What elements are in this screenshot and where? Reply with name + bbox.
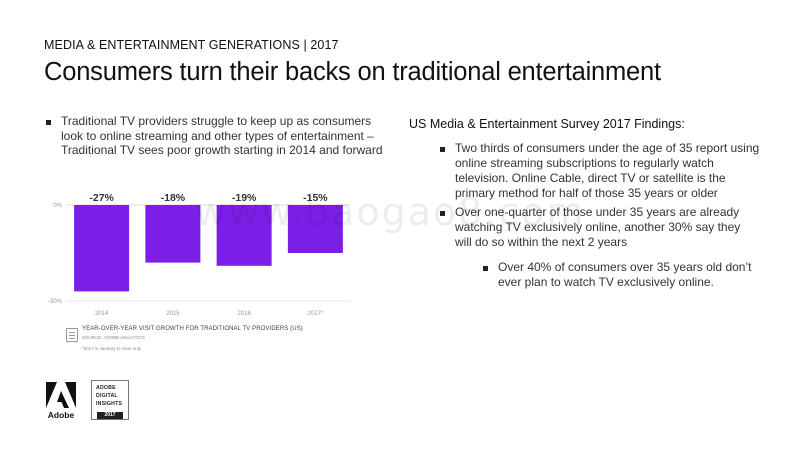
adobe-digital-insights-badge: ADOBE DIGITAL INSIGHTS 2017	[91, 380, 129, 420]
data-label: -18%	[161, 192, 186, 204]
findings-bullet-item: Over one-quarter of those under 35 years…	[440, 205, 760, 290]
findings-bullet-list: Two thirds of consumers under the age of…	[440, 141, 760, 294]
adobe-logo: Adobe	[44, 380, 78, 420]
findings-heading: US Media & Entertainment Survey 2017 Fin…	[409, 117, 685, 131]
findings-sub-bullet-item: Over 40% of consumers over 35 years old …	[483, 260, 760, 290]
x-tick-label: 2015	[166, 311, 180, 317]
left-bullet-list: Traditional TV providers struggle to kee…	[46, 114, 396, 158]
x-tick-label: 2014	[95, 311, 109, 317]
slide-title: Consumers turn their backs on traditiona…	[44, 58, 661, 86]
badge-line: DIGITAL	[96, 393, 118, 399]
findings-bullet-item: Two thirds of consumers under the age of…	[440, 141, 760, 201]
bar	[216, 205, 272, 266]
bar	[74, 205, 130, 292]
chart-bars	[74, 205, 343, 292]
left-bullet-item: Traditional TV providers struggle to kee…	[46, 114, 396, 158]
bar	[287, 205, 343, 253]
bar	[145, 205, 201, 263]
watermark: www.baogao8.com	[195, 190, 586, 234]
chart-labels: -27% 2014 -18% 2015 -19% 2016 -15% 2017*	[89, 192, 328, 317]
chart-source: SOURCE: ADOBE ANALYTICS	[82, 335, 145, 340]
chart-document-icon	[66, 328, 78, 342]
badge-line: ADOBE	[96, 385, 116, 391]
badge-year: 2017	[97, 412, 123, 419]
data-label: -19%	[232, 192, 257, 204]
yoy-visit-growth-chart: 0% -30% -27% 2014 -18% 2015 -19% 2016 -15% 2017*	[48, 192, 351, 317]
x-tick-label: 2017*	[308, 311, 324, 317]
x-tick-label: 2016	[237, 311, 251, 317]
data-label: -15%	[303, 192, 328, 204]
data-label: -27%	[89, 192, 114, 204]
chart-footnote: *2017 is January to June only	[82, 346, 142, 351]
section-kicker: MEDIA & ENTERTAINMENT GENERATIONS | 2017	[44, 38, 339, 52]
findings-bullet-text: Over one-quarter of those under 35 years…	[455, 205, 741, 249]
y-tick-label: 0%	[53, 203, 62, 209]
y-tick-label: -30%	[48, 299, 63, 305]
badge-line: INSIGHTS	[96, 401, 123, 407]
findings-sub-bullet-list: Over 40% of consumers over 35 years old …	[483, 260, 760, 290]
chart-title: YEAR-OVER-YEAR VISIT GROWTH FOR TRADITIO…	[82, 326, 303, 332]
adobe-logo-text: Adobe	[47, 410, 75, 420]
adobe-a-icon	[46, 382, 76, 408]
